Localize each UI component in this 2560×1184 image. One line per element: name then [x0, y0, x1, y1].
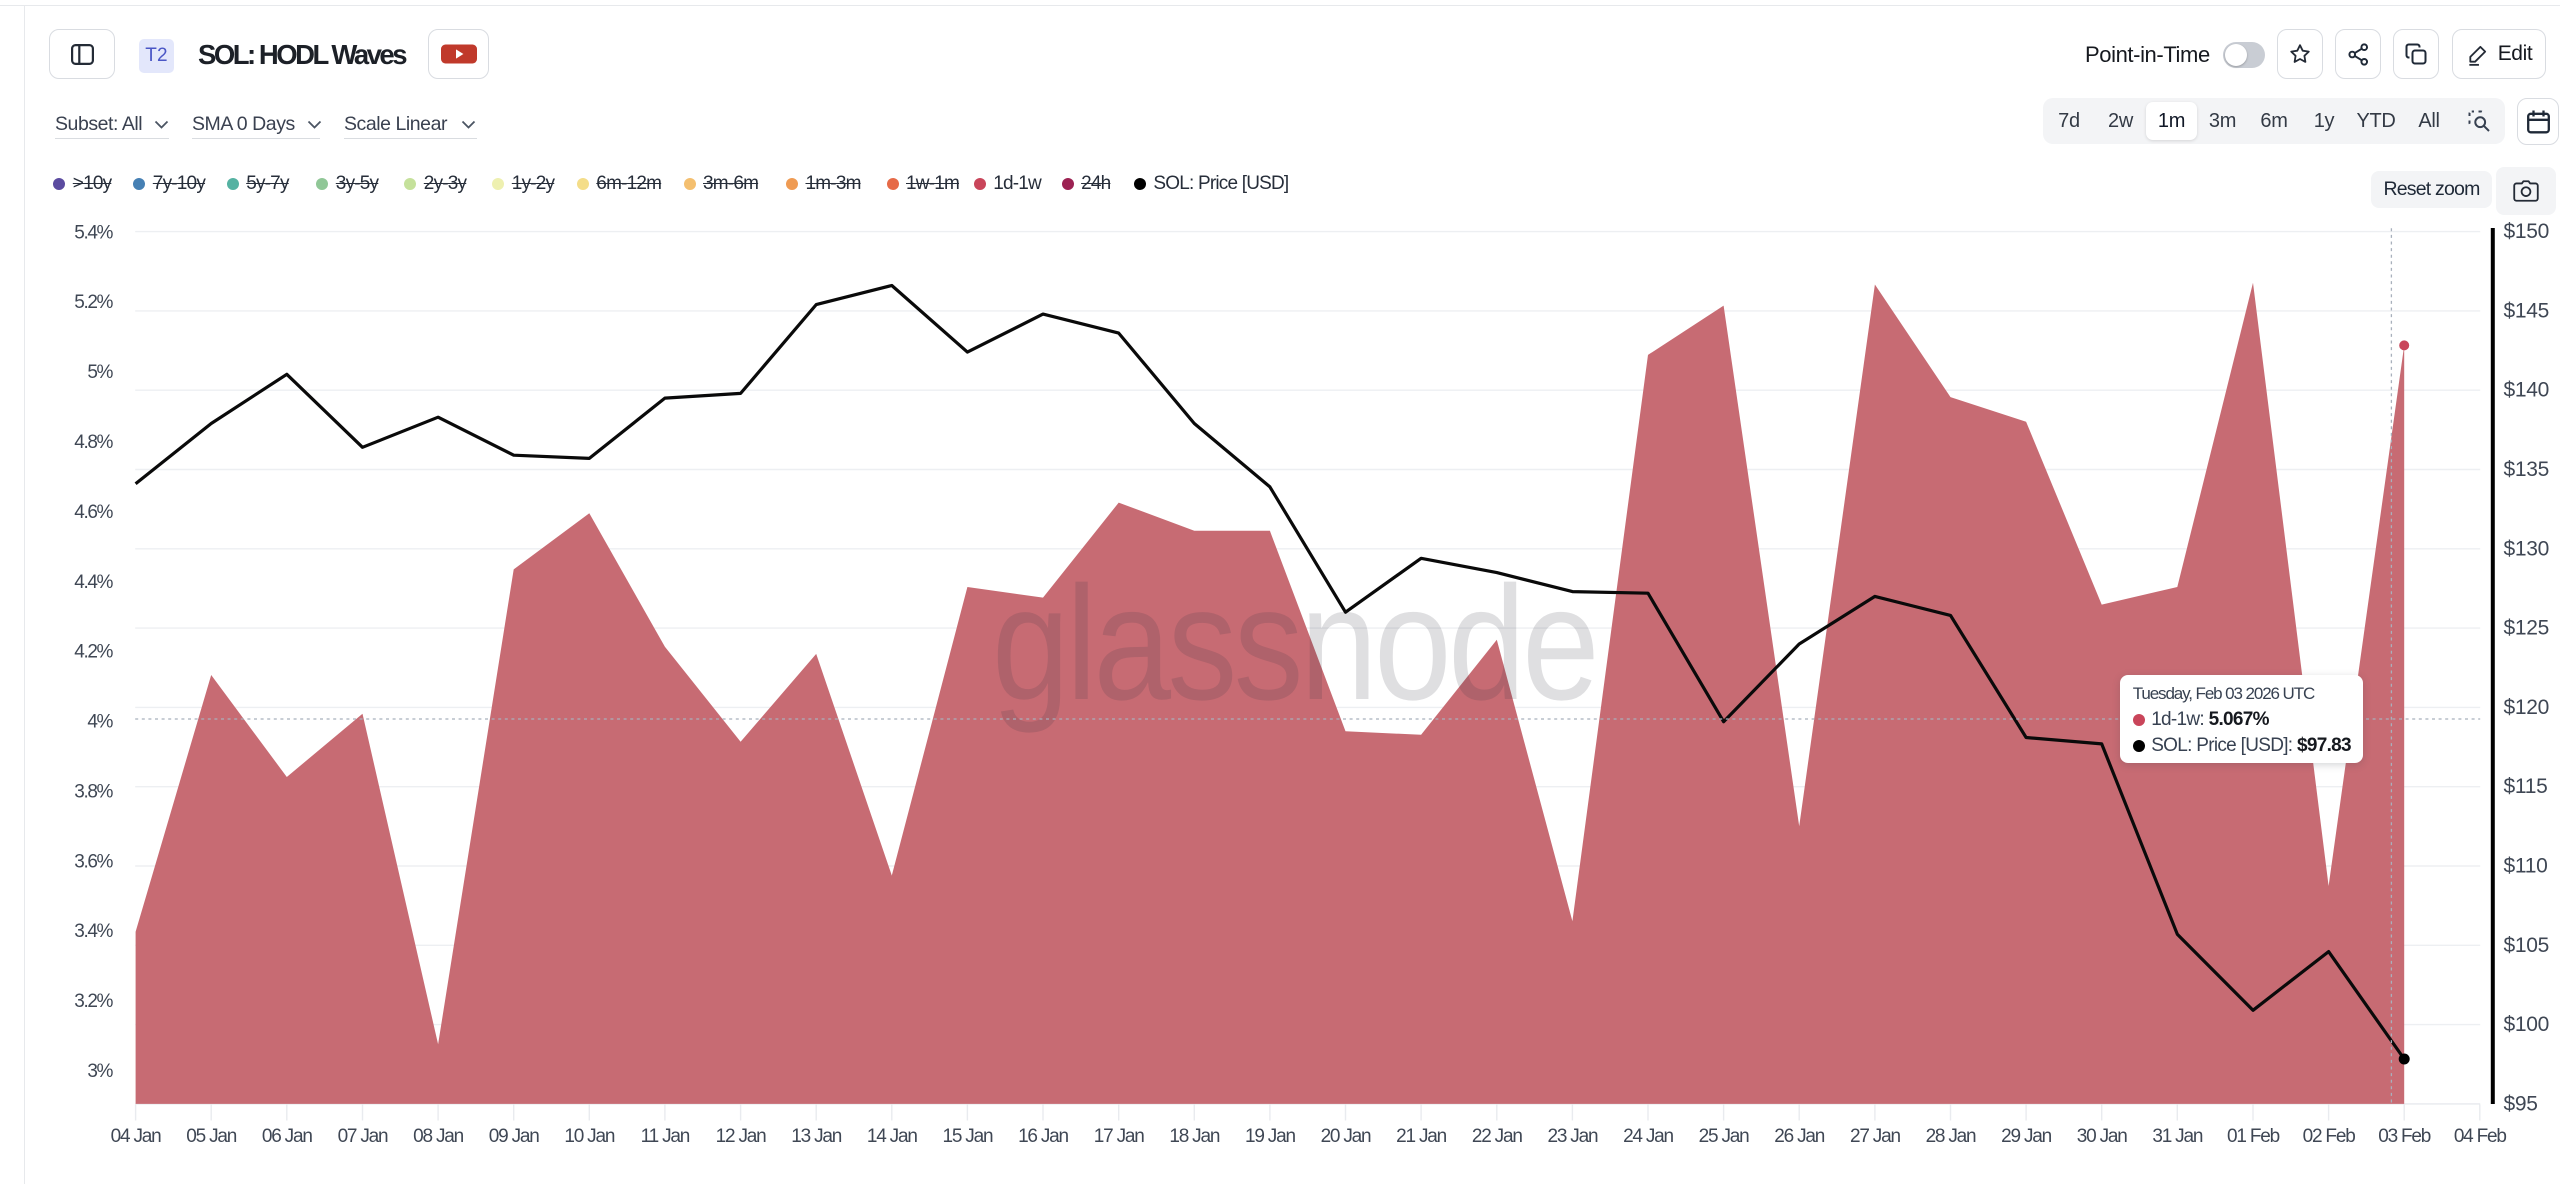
svg-text:04 Feb: 04 Feb	[2454, 1126, 2507, 1147]
svg-text:06 Jan: 06 Jan	[262, 1126, 312, 1147]
svg-text:03 Feb: 03 Feb	[2378, 1126, 2431, 1147]
svg-text:3.6%: 3.6%	[74, 851, 113, 872]
svg-text:5.4%: 5.4%	[74, 222, 113, 243]
svg-text:15 Jan: 15 Jan	[942, 1126, 992, 1147]
svg-text:4.8%: 4.8%	[74, 432, 113, 453]
svg-text:3%: 3%	[87, 1061, 113, 1082]
svg-text:17 Jan: 17 Jan	[1094, 1126, 1144, 1147]
svg-text:31 Jan: 31 Jan	[2152, 1126, 2202, 1147]
svg-text:$95: $95	[2504, 1092, 2538, 1115]
svg-text:$135: $135	[2504, 458, 2550, 481]
svg-text:$115: $115	[2504, 775, 2548, 798]
svg-text:5%: 5%	[87, 362, 113, 383]
svg-text:4%: 4%	[87, 712, 113, 733]
svg-text:$110: $110	[2504, 855, 2548, 878]
svg-text:28 Jan: 28 Jan	[1926, 1126, 1976, 1147]
svg-text:21 Jan: 21 Jan	[1396, 1126, 1446, 1147]
svg-text:07 Jan: 07 Jan	[338, 1126, 388, 1147]
svg-text:3.8%: 3.8%	[74, 781, 113, 802]
svg-text:$100: $100	[2504, 1013, 2550, 1036]
svg-text:27 Jan: 27 Jan	[1850, 1126, 1900, 1147]
svg-text:20 Jan: 20 Jan	[1321, 1126, 1371, 1147]
svg-text:5.2%: 5.2%	[74, 292, 113, 313]
svg-text:4.6%: 4.6%	[74, 502, 113, 523]
svg-text:16 Jan: 16 Jan	[1018, 1126, 1068, 1147]
svg-text:$105: $105	[2504, 934, 2550, 957]
svg-text:4.4%: 4.4%	[74, 572, 113, 593]
svg-text:23 Jan: 23 Jan	[1547, 1126, 1597, 1147]
svg-text:12 Jan: 12 Jan	[716, 1126, 766, 1147]
svg-text:$130: $130	[2504, 537, 2550, 560]
svg-text:25 Jan: 25 Jan	[1699, 1126, 1749, 1147]
svg-text:$120: $120	[2504, 696, 2550, 719]
svg-text:22 Jan: 22 Jan	[1472, 1126, 1522, 1147]
svg-text:04 Jan: 04 Jan	[111, 1126, 161, 1147]
svg-text:$140: $140	[2504, 379, 2550, 402]
svg-text:01 Feb: 01 Feb	[2227, 1126, 2280, 1147]
svg-text:24 Jan: 24 Jan	[1623, 1126, 1673, 1147]
svg-text:19 Jan: 19 Jan	[1245, 1126, 1295, 1147]
svg-text:11 Jan: 11 Jan	[641, 1126, 690, 1147]
svg-text:30 Jan: 30 Jan	[2077, 1126, 2127, 1147]
svg-text:26 Jan: 26 Jan	[1774, 1126, 1824, 1147]
svg-text:$150: $150	[2504, 220, 2550, 243]
svg-text:05 Jan: 05 Jan	[186, 1126, 236, 1147]
svg-text:29 Jan: 29 Jan	[2001, 1126, 2051, 1147]
svg-text:13 Jan: 13 Jan	[791, 1126, 841, 1147]
svg-text:$125: $125	[2504, 617, 2550, 640]
svg-text:$145: $145	[2504, 299, 2550, 322]
svg-text:08 Jan: 08 Jan	[413, 1126, 463, 1147]
svg-text:3.4%: 3.4%	[74, 921, 113, 942]
svg-text:glassnode: glassnode	[992, 553, 1596, 734]
svg-text:14 Jan: 14 Jan	[867, 1126, 917, 1147]
svg-text:09 Jan: 09 Jan	[489, 1126, 539, 1147]
svg-text:18 Jan: 18 Jan	[1169, 1126, 1219, 1147]
svg-text:10 Jan: 10 Jan	[564, 1126, 614, 1147]
svg-text:4.2%: 4.2%	[74, 642, 113, 663]
svg-text:3.2%: 3.2%	[74, 991, 113, 1012]
svg-text:02 Feb: 02 Feb	[2303, 1126, 2356, 1147]
